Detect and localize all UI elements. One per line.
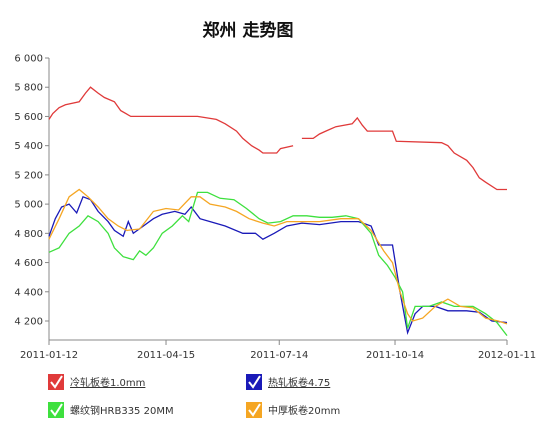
x-tick-label: 2011-10-14	[366, 350, 424, 361]
x-tick-label: 2011-01-12	[20, 350, 78, 361]
y-tick-label: 5 800	[14, 83, 43, 94]
y-tick-label: 5 400	[14, 141, 43, 152]
legend-item[interactable]: 热轧板卷4.75	[246, 374, 330, 390]
series-line	[48, 86, 507, 191]
legend-item[interactable]: 冷轧板卷1.0mm	[48, 374, 145, 390]
x-tick-label: 2012-01-11	[478, 350, 536, 361]
y-tick-label: 4 400	[14, 287, 43, 298]
series-line	[48, 195, 508, 336]
series-line	[48, 191, 508, 336]
x-tick-label: 2011-07-14	[250, 350, 308, 361]
y-tick-label: 4 800	[14, 229, 43, 240]
y-tick-label: 5 600	[14, 112, 43, 123]
y-tick-label: 5 000	[14, 200, 43, 211]
legend-check	[248, 403, 261, 417]
y-tick-label: 4 200	[14, 317, 43, 328]
legend-item[interactable]: 螺纹钢HRB335 20MM	[48, 402, 174, 418]
legend-check	[248, 375, 261, 389]
legend-check	[50, 403, 63, 417]
y-tick-label: 4 600	[14, 258, 43, 269]
y-tick-label: 5 200	[14, 170, 43, 181]
legend-item[interactable]: 中厚板卷20mm	[246, 402, 340, 418]
legend-label: 热轧板卷4.75	[268, 376, 330, 389]
legend-label: 螺纹钢HRB335 20MM	[70, 404, 174, 417]
chart-title: 郑州 走势图	[203, 20, 294, 41]
series-line	[48, 188, 508, 325]
legend-check	[50, 375, 63, 389]
x-tick-label: 2011-04-15	[137, 350, 195, 361]
legend-label: 中厚板卷20mm	[268, 404, 340, 417]
y-tick-label: 6 000	[14, 54, 43, 65]
legend-label: 冷轧板卷1.0mm	[70, 376, 145, 389]
